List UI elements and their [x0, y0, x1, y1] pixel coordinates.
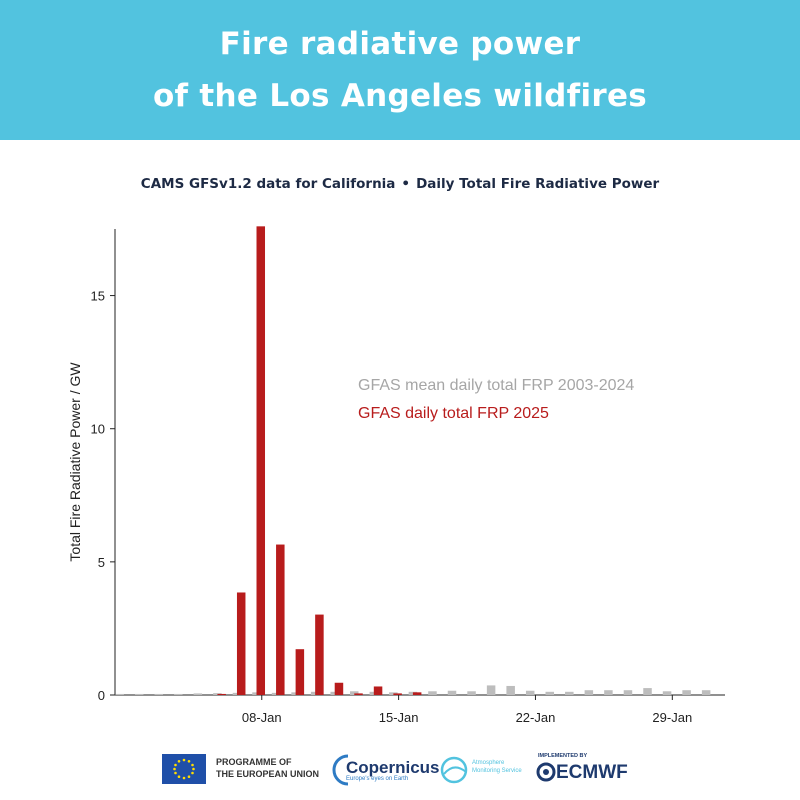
bar-mean — [506, 685, 515, 695]
cams-logo-icon: Atmosphere Monitoring Service — [440, 756, 522, 784]
copernicus-logo-text: Copernicus Europe's eyes on Earth — [346, 758, 440, 782]
subtitle-source: CAMS GFSv1.2 data for California — [140, 176, 396, 192]
bar-mean — [662, 691, 672, 695]
x-tick-label: 08-Jan — [242, 710, 282, 725]
frp-bar-chart: 0 5 10 15 08-Jan 15-Jan 22-Jan 29-Jan Total Fir… — [67, 226, 725, 725]
subtitle-metric: Daily Total Fire Radiative Power — [416, 176, 660, 192]
bar-mean — [604, 690, 613, 695]
bar-mean — [525, 690, 535, 695]
bar-mean — [565, 691, 574, 695]
x-tick-label: 15-Jan — [379, 710, 419, 725]
ecmwf-wordmark: ECMWF — [556, 762, 628, 783]
chart-ticks: 0 5 10 15 08-Jan 15-Jan 22-Jan 29-Jan — [91, 289, 693, 725]
bar-mean — [350, 691, 359, 695]
eu-text-line-1: PROGRAMME OF — [216, 757, 292, 767]
y-tick-label: 0 — [98, 688, 105, 703]
bar-mean — [134, 693, 144, 695]
bar-mean — [467, 691, 476, 695]
bar-mean — [643, 688, 652, 695]
bars-2025-series — [217, 226, 422, 695]
y-axis-label: Total Fire Radiative Power / GW — [67, 362, 83, 562]
bar-mean — [584, 690, 594, 695]
chart-subtitle: CAMS GFSv1.2 data for California • Daily T… — [0, 176, 800, 192]
bar-2025 — [295, 649, 305, 695]
y-tick-label: 10 — [91, 422, 105, 437]
bar-mean — [428, 691, 437, 695]
y-tick-label: 15 — [91, 289, 105, 304]
bar-2025 — [393, 693, 402, 695]
bar-2025 — [236, 592, 246, 695]
implemented-by-text: IMPLEMENTED BY — [538, 753, 588, 759]
bar-2025 — [354, 693, 363, 695]
chart-axes — [114, 229, 725, 696]
bar-mean — [545, 691, 555, 695]
bar-mean — [623, 690, 633, 695]
bar-2025 — [412, 692, 422, 695]
y-tick-label: 5 — [98, 555, 105, 570]
bar-2025 — [217, 693, 226, 695]
bar-mean — [701, 690, 711, 695]
ecmwf-swirl-icon — [536, 762, 556, 782]
title-line-2: of the Los Angeles wildfires — [152, 78, 648, 114]
footer-logos: PROGRAMME OF THE EUROPEAN UNION Copernic… — [0, 748, 800, 790]
title-line-1: Fire radiative power — [219, 26, 581, 62]
x-tick-label: 22-Jan — [516, 710, 556, 725]
bar-mean — [174, 693, 183, 695]
bar-mean — [447, 690, 457, 695]
bar-mean — [682, 690, 691, 695]
bar-2025 — [373, 686, 383, 695]
bar-2025 — [334, 682, 344, 695]
bar-2025 — [315, 614, 324, 695]
eu-flag-icon — [162, 754, 206, 784]
legend-2025-label: GFAS daily total FRP 2025 — [358, 405, 549, 422]
bar-mean — [193, 693, 203, 695]
title-banner: Fire radiative power of the Los Angeles … — [0, 0, 800, 140]
subtitle-bullet: • — [401, 176, 411, 192]
x-tick-label: 29-Jan — [652, 710, 692, 725]
eu-programme-text: PROGRAMME OF THE EUROPEAN UNION — [216, 756, 319, 780]
bar-mean — [154, 693, 164, 695]
bar-2025 — [276, 544, 285, 695]
cams-text-line-1: Atmosphere — [472, 760, 505, 766]
copernicus-tagline: Europe's eyes on Earth — [346, 776, 409, 782]
cams-text-line-2: Monitoring Service — [472, 768, 522, 774]
bar-mean — [486, 685, 496, 695]
eu-text-line-2: THE EUROPEAN UNION — [216, 769, 320, 779]
copernicus-wordmark: Copernicus — [346, 758, 440, 777]
eu-stars-icon — [173, 758, 195, 780]
copernicus-logo-icon — [332, 754, 349, 786]
bar-2025 — [256, 226, 266, 695]
legend-mean-label: GFAS mean daily total FRP 2003-2024 — [358, 377, 634, 394]
bar-mean — [115, 693, 124, 695]
